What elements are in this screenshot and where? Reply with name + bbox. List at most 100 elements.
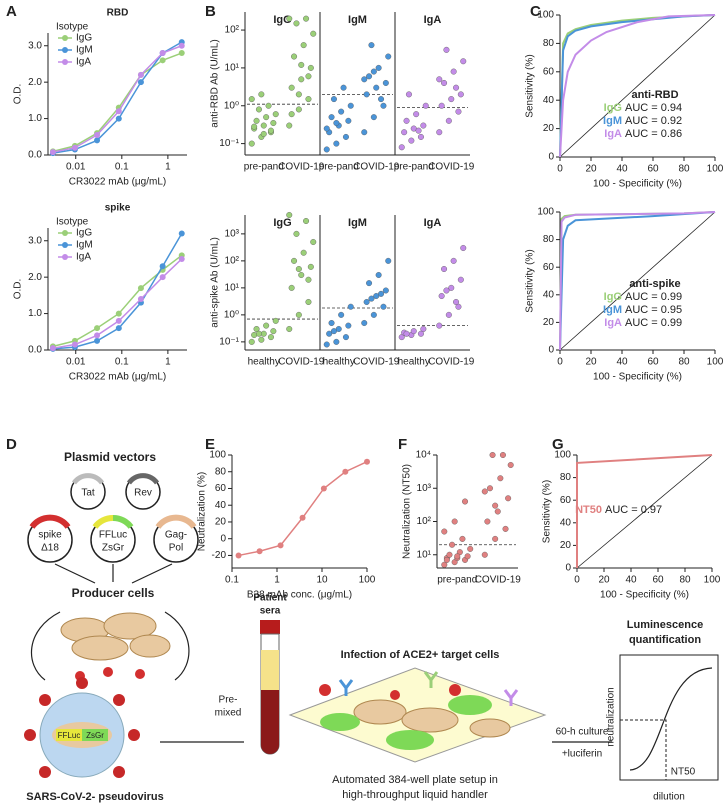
x-tick-label: COVID-19 (278, 357, 325, 368)
x-tick-label: pre-pand (319, 162, 359, 173)
virus-label: SARS-CoV-2- pseudovirus (26, 791, 164, 803)
plasmid-label: Rev (134, 488, 152, 499)
data-point (178, 255, 185, 262)
y-tick-label: 100 (554, 450, 571, 461)
data-point (286, 211, 293, 218)
virus-gene: ZsGr (86, 731, 104, 740)
data-point (253, 325, 260, 332)
data-point (499, 452, 506, 459)
y-tick-label: 0 (565, 563, 571, 574)
legend-marker (62, 230, 68, 236)
x-axis-label: CR3022 mAb (μg/mL) (69, 372, 166, 383)
y-tick-label: 80 (215, 466, 227, 477)
x-axis-label: 100 - Specificity (%) (593, 372, 682, 383)
data-point (492, 502, 499, 509)
data-point (370, 311, 377, 318)
data-point (307, 263, 314, 270)
data-point (462, 498, 469, 505)
producer-label: Producer cells (72, 586, 155, 600)
legend-label: IgM (76, 240, 93, 251)
data-point (415, 127, 422, 134)
legend-label: IgM (603, 115, 622, 127)
y-tick-label: 100 (209, 450, 226, 461)
data-point (320, 485, 327, 492)
data-point (248, 96, 255, 103)
data-point (345, 322, 352, 329)
data-point (333, 338, 340, 345)
y-tick-label: 10¹ (225, 63, 240, 74)
data-point (342, 133, 349, 140)
legend-auc: AUC = 0.86 (625, 128, 682, 140)
series-line (559, 14, 716, 158)
lum-title: quantification (629, 634, 701, 646)
data-point (403, 117, 410, 124)
legend-title: Isotype (56, 22, 89, 33)
legend-auc: AUC = 0.99 (625, 291, 682, 303)
legend-label: IgG (76, 33, 92, 44)
data-point (310, 30, 317, 37)
y-tick-label: 0 (548, 345, 554, 356)
y-tick-label: 40 (543, 289, 555, 300)
y-axis-label: anti-RBD Ab (U/mL) (210, 39, 221, 127)
data-point (401, 129, 408, 136)
y-tick-label: 20 (215, 517, 227, 528)
data-point (338, 108, 345, 115)
curve-ylabel: neutralization (606, 687, 617, 746)
series-line (238, 461, 368, 557)
x-tick-label: 1 (165, 357, 171, 368)
data-point (49, 149, 56, 156)
plasmid-label: ZsGr (102, 543, 125, 554)
x-tick-label: COVID-19 (353, 357, 400, 368)
data-point (260, 122, 267, 129)
data-point (380, 303, 387, 310)
data-point (305, 298, 312, 305)
data-point (481, 488, 488, 495)
data-point (375, 271, 382, 278)
legend-marker (62, 242, 68, 248)
data-point (137, 285, 144, 292)
x-tick-label: 0.01 (66, 162, 86, 173)
data-point (295, 266, 302, 273)
data-point (410, 328, 417, 335)
y-axis-label: anti-spike Ab (U/mL) (210, 237, 221, 328)
producer-cells (60, 612, 171, 681)
data-point (286, 122, 293, 129)
data-point (497, 475, 504, 482)
x-tick-label: 0.1 (225, 575, 239, 586)
x-tick-label: COVID-19 (475, 575, 522, 586)
data-point (94, 137, 101, 144)
x-tick-label: COVID-19 (278, 162, 325, 173)
y-tick-label: 0 (548, 152, 554, 163)
data-point (94, 131, 101, 138)
y-tick-label: 3.0 (28, 235, 42, 246)
data-point (454, 553, 461, 560)
y-tick-label: 10² (225, 256, 240, 267)
data-point (248, 140, 255, 147)
x-tick-label: 100 (707, 357, 724, 368)
legend-label: IgM (603, 304, 622, 316)
data-point (502, 525, 509, 532)
legend-label: IgG (604, 291, 622, 303)
y-tick-label: 60 (543, 262, 555, 273)
data-point (265, 102, 272, 109)
annotation: anti-RBD (631, 89, 678, 101)
plate-label: Automated 384-well plate setup in (332, 774, 498, 786)
legend-marker (62, 47, 68, 53)
legend-marker (62, 35, 68, 41)
data-point (178, 230, 185, 237)
data-point (443, 556, 450, 563)
data-point (272, 317, 279, 324)
data-point (267, 127, 274, 134)
data-point (345, 117, 352, 124)
data-point (380, 102, 387, 109)
data-point (94, 337, 101, 344)
data-point (441, 79, 448, 86)
legend-title: Isotype (56, 217, 89, 228)
data-point (300, 249, 307, 256)
y-tick-label: 10² (225, 25, 240, 36)
plasmid-label: Tat (81, 488, 95, 499)
data-point (137, 71, 144, 78)
data-point (267, 334, 274, 341)
data-point (420, 122, 427, 129)
data-point (342, 468, 349, 475)
